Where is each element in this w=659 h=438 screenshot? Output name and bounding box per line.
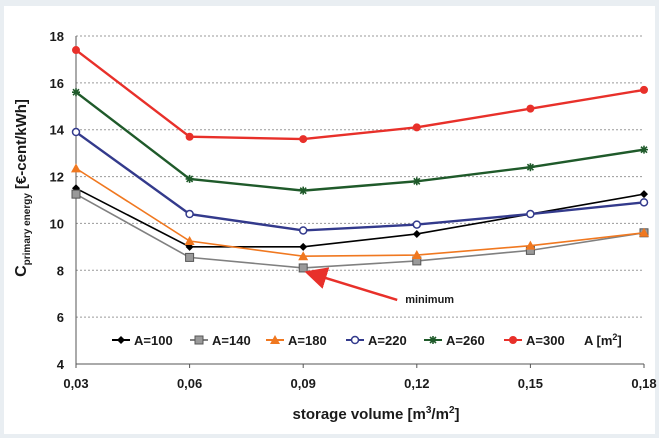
data-point bbox=[640, 85, 648, 94]
legend-marker bbox=[350, 335, 360, 345]
grid-lines bbox=[76, 35, 644, 318]
data-point bbox=[412, 123, 421, 132]
data-point bbox=[526, 209, 535, 219]
x-tick-label: 0,09 bbox=[291, 376, 316, 391]
data-point bbox=[412, 229, 421, 238]
data-point bbox=[299, 135, 308, 144]
series-line bbox=[75, 167, 645, 258]
data-point bbox=[299, 186, 308, 195]
data-point bbox=[411, 250, 422, 260]
x-tick-label: 0,15 bbox=[518, 376, 543, 391]
series-line bbox=[75, 193, 645, 269]
axes bbox=[75, 36, 645, 368]
legend: A=100 A=140 A=180 A=220 A=260 A=300 A [m2] bbox=[112, 332, 622, 348]
legend-item: A=180 bbox=[266, 333, 327, 348]
series-a-220 bbox=[71, 127, 649, 235]
data-point bbox=[526, 163, 535, 172]
y-axis-title: Cprimary energy[€-cent/kWh] bbox=[13, 99, 33, 277]
data-point bbox=[639, 227, 649, 237]
data-point bbox=[185, 174, 194, 183]
series-a-300 bbox=[72, 46, 648, 144]
x-axis-title: storage volume [m3/m2] bbox=[292, 405, 459, 423]
data-point bbox=[298, 263, 308, 273]
legend-marker bbox=[117, 336, 125, 344]
legend-item: A=300 bbox=[504, 333, 565, 348]
legend-label: A=300 bbox=[526, 333, 565, 348]
series-a-260 bbox=[72, 88, 648, 195]
y-tick-label: 18 bbox=[50, 29, 64, 44]
legend-item: A=140 bbox=[190, 333, 251, 348]
tick-labels: 4 6 8 10 12 14 16 18 0,03 0,06 0,09 0,12 0,15 0,18 bbox=[50, 29, 657, 391]
annotation-label: minimum bbox=[405, 294, 454, 306]
legend-label: A=100 bbox=[134, 333, 173, 348]
annotation-arrow bbox=[304, 267, 398, 302]
y-tick-label: 16 bbox=[50, 76, 64, 91]
series-line bbox=[75, 91, 645, 192]
x-tick-label: 0,12 bbox=[404, 376, 429, 391]
legend-label: A=260 bbox=[446, 333, 485, 348]
legend-item: A=100 bbox=[112, 333, 173, 348]
data-point bbox=[526, 104, 535, 113]
data-point bbox=[185, 252, 195, 262]
legend-marker bbox=[429, 336, 437, 344]
legend-label: A=180 bbox=[288, 333, 327, 348]
legend-label: A=140 bbox=[212, 333, 251, 348]
x-tick-label: 0,18 bbox=[631, 376, 656, 391]
data-point bbox=[298, 251, 309, 261]
data-point bbox=[72, 88, 80, 97]
y-tick-label: 14 bbox=[50, 123, 65, 138]
data-point bbox=[72, 46, 80, 55]
x-tick-label: 0,03 bbox=[63, 376, 88, 391]
data-point bbox=[71, 127, 81, 137]
data-point bbox=[412, 177, 421, 186]
annotation: minimum bbox=[304, 267, 454, 306]
data-point bbox=[412, 220, 422, 229]
data-point bbox=[185, 132, 194, 141]
data-point bbox=[640, 145, 648, 154]
data-point bbox=[525, 240, 536, 250]
series-line bbox=[75, 49, 645, 141]
series-line bbox=[75, 131, 645, 232]
data-point bbox=[298, 226, 308, 235]
legend-item: A=220 bbox=[346, 333, 407, 348]
legend-item: A=260 bbox=[424, 333, 485, 348]
data-point bbox=[71, 163, 81, 173]
legend-marker bbox=[194, 335, 204, 345]
series-group bbox=[71, 46, 649, 273]
series-a-180 bbox=[71, 163, 649, 261]
y-tick-label: 4 bbox=[57, 357, 65, 372]
legend-marker bbox=[270, 335, 280, 344]
data-point bbox=[640, 190, 648, 199]
y-tick-label: 12 bbox=[50, 170, 64, 185]
series-line bbox=[75, 187, 645, 248]
y-tick-label: 10 bbox=[50, 216, 64, 231]
data-point bbox=[184, 236, 195, 245]
data-point bbox=[299, 242, 308, 251]
y-tick-label: 8 bbox=[57, 263, 64, 278]
data-point bbox=[71, 189, 81, 199]
legend-unit: A [m2] bbox=[584, 332, 622, 348]
legend-marker bbox=[509, 336, 517, 344]
data-point bbox=[185, 209, 194, 219]
y-tick-label: 6 bbox=[57, 310, 64, 325]
x-tick-label: 0,06 bbox=[177, 376, 202, 391]
legend-label: A=220 bbox=[368, 333, 407, 348]
data-point bbox=[639, 198, 649, 207]
